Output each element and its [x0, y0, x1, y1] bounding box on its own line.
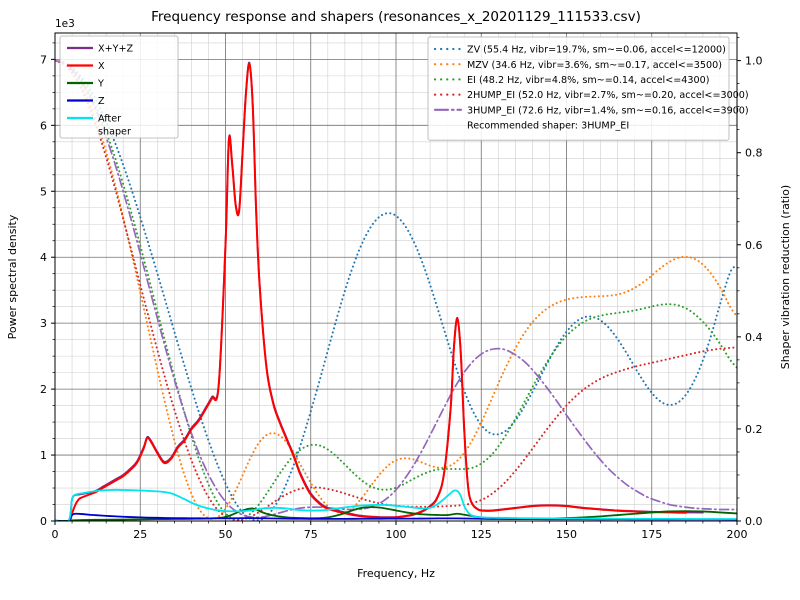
psd-curve-after-shaper	[55, 488, 737, 521]
shaper-curve-3hump_ei	[55, 59, 737, 519]
xtick-label: 150	[556, 528, 577, 541]
shaper-curve-zv	[55, 59, 737, 521]
xtick-label: 200	[727, 528, 748, 541]
shaper-curve-mzv	[55, 59, 737, 520]
legend-psd-label: X	[98, 61, 105, 72]
legend-psd-label: shaper	[98, 127, 131, 138]
legend-shaper-item[interactable]: MZV (34.6 Hz, vibr=3.6%, sm~=0.17, accel…	[433, 60, 722, 71]
y2-axis-label: Shaper vibration reduction (ratio)	[779, 185, 792, 369]
legend-psd-item[interactable]: X+Y+Z	[67, 44, 134, 55]
legend-shaper-label: ZV (55.4 Hz, vibr=19.7%, sm~=0.06, accel…	[467, 45, 726, 56]
legend-shaper-item[interactable]: 3HUMP_EI (72.6 Hz, vibr=1.4%, sm~=0.16, …	[433, 105, 749, 116]
ytick-label: 6	[40, 119, 47, 132]
legend-shaper-item[interactable]: EI (48.2 Hz, vibr=4.8%, sm~=0.14, accel<…	[433, 75, 709, 86]
legend-psd-label: After	[98, 114, 121, 125]
y2tick-label: 1.0	[745, 55, 763, 68]
legend-recommended-note: Recommended shaper: 3HUMP_EI	[467, 121, 629, 132]
axis-ticks: 0 25 50 75 100 125 150 175 200 0 1 2 3 4 5 6 7 0.0 0.2 0.4 0…	[40, 37, 763, 541]
psd-curves	[55, 61, 737, 521]
xtick-label: 0	[52, 528, 59, 541]
y2tick-label: 0.0	[745, 515, 763, 528]
y-axis-label: Power spectral density	[6, 214, 19, 339]
legend-psd-label: Y	[97, 79, 104, 90]
legend-psd-label: Z	[98, 96, 105, 107]
legend-shaper-label: 3HUMP_EI (72.6 Hz, vibr=1.4%, sm~=0.16, …	[467, 105, 749, 116]
ytick-label: 5	[40, 185, 47, 198]
legend-shaper-label: EI (48.2 Hz, vibr=4.8%, sm~=0.14, accel<…	[467, 75, 709, 86]
legend-psd: X+Y+Z XYZ After shaper	[59, 35, 179, 139]
xtick-label: 100	[386, 528, 407, 541]
y-axis-offset-text: 1e3	[55, 18, 75, 30]
chart-title: Frequency response and shapers (resonanc…	[151, 9, 641, 25]
shaper-curves	[55, 59, 737, 521]
legend-psd-box	[59, 35, 179, 139]
legend-shapers: ZV (55.4 Hz, vibr=19.7%, sm~=0.06, accel…	[427, 36, 749, 141]
y2tick-label: 0.8	[745, 147, 763, 160]
ytick-label: 1	[40, 449, 47, 462]
legend-shaper-item[interactable]: 2HUMP_EI (52.0 Hz, vibr=2.7%, sm~=0.20, …	[433, 90, 749, 101]
xtick-label: 25	[133, 528, 147, 541]
psd-curve-x	[55, 62, 687, 521]
psd-curve-z	[55, 512, 737, 521]
ytick-label: 7	[40, 53, 47, 66]
legend-psd-label: X+Y+Z	[98, 44, 134, 55]
legend-shapers-box	[427, 36, 730, 141]
ytick-label: 0	[40, 515, 47, 528]
x-axis-label: Frequency, Hz	[357, 567, 435, 580]
shaper-curve-ei	[55, 59, 737, 521]
xtick-label: 75	[304, 528, 318, 541]
legend-psd-item[interactable]: Y	[67, 79, 104, 90]
legend-shaper-label: MZV (34.6 Hz, vibr=3.6%, sm~=0.17, accel…	[467, 60, 722, 71]
xtick-label: 50	[219, 528, 233, 541]
ytick-label: 3	[40, 317, 47, 330]
xtick-label: 125	[471, 528, 492, 541]
legend-shaper-item[interactable]: ZV (55.4 Hz, vibr=19.7%, sm~=0.06, accel…	[433, 45, 726, 56]
ytick-label: 2	[40, 383, 47, 396]
xtick-label: 175	[641, 528, 662, 541]
legend-psd-item[interactable]: After shaper	[67, 114, 131, 138]
y2tick-label: 0.4	[745, 331, 763, 344]
legend-psd-item[interactable]: Z	[67, 96, 105, 107]
ytick-label: 4	[40, 251, 47, 264]
legend-shaper-label: 2HUMP_EI (52.0 Hz, vibr=2.7%, sm~=0.20, …	[467, 90, 749, 101]
legend-psd-item[interactable]: X	[67, 61, 105, 72]
y2tick-label: 0.6	[745, 239, 763, 252]
shaper-curve-2hump_ei	[55, 59, 737, 521]
y2tick-label: 0.2	[745, 423, 763, 436]
